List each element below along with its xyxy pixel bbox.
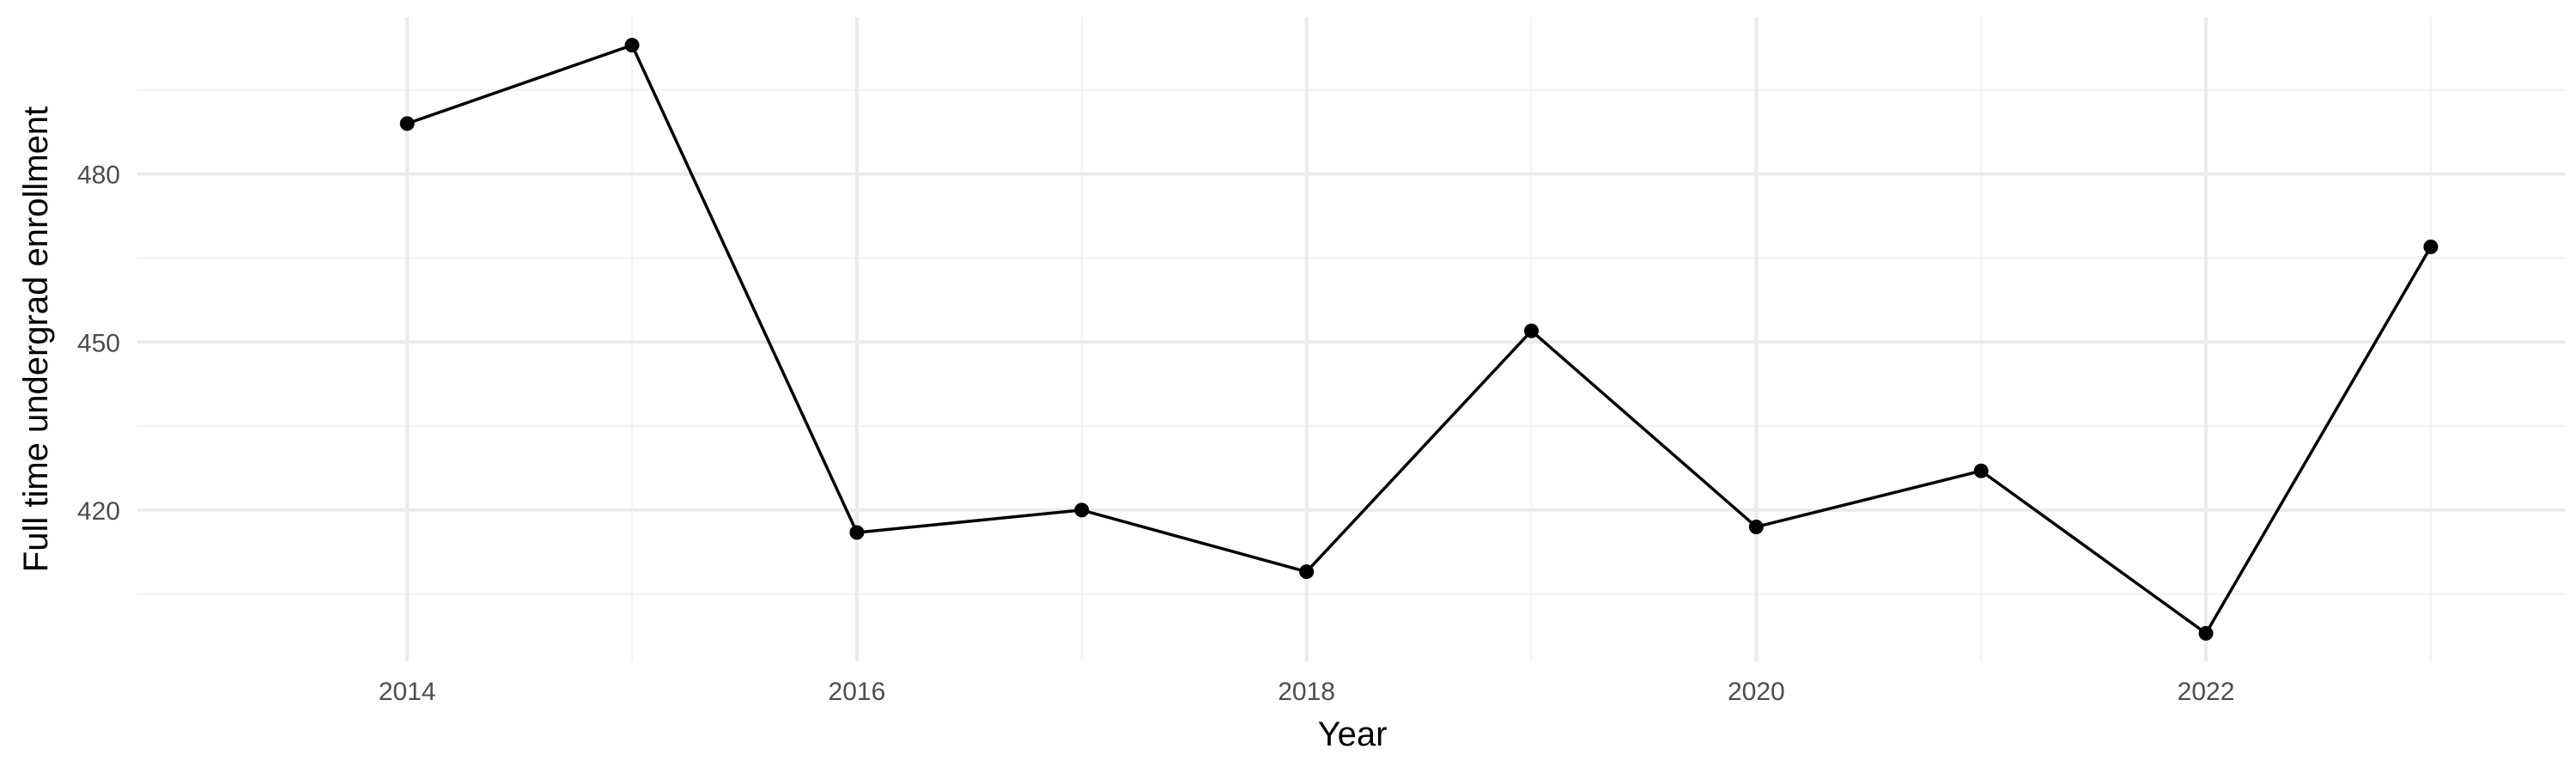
y-tick-label: 420 [77,497,120,526]
data-point [399,116,415,131]
data-point [1074,502,1090,518]
data-point [1973,463,1989,478]
data-point [2423,239,2439,254]
data-point [1299,564,1315,580]
data-point [1748,519,1764,534]
data-point [849,525,865,540]
y-tick-label: 480 [77,161,120,190]
x-tick-label: 2014 [379,678,436,706]
x-axis-title: Year [1318,715,1388,753]
x-tick-label: 2018 [1278,678,1335,706]
data-point [624,38,640,53]
series-layer [405,43,2433,636]
tick-labels: 2014 2016 2018 2020 2022 420 450 480 [77,161,2234,706]
data-point [2198,625,2214,641]
data-point [1523,323,1539,338]
points-layer [399,38,2439,641]
x-tick-label: 2016 [829,678,886,706]
x-tick-label: 2020 [1728,678,1785,706]
y-tick-label: 450 [77,329,120,357]
minor-gridlines [137,17,2566,661]
y-axis-title: Full time undergrad enrollment [17,107,55,572]
series-line [405,43,2433,636]
x-tick-label: 2022 [2178,678,2235,706]
major-gridlines [137,17,2566,661]
